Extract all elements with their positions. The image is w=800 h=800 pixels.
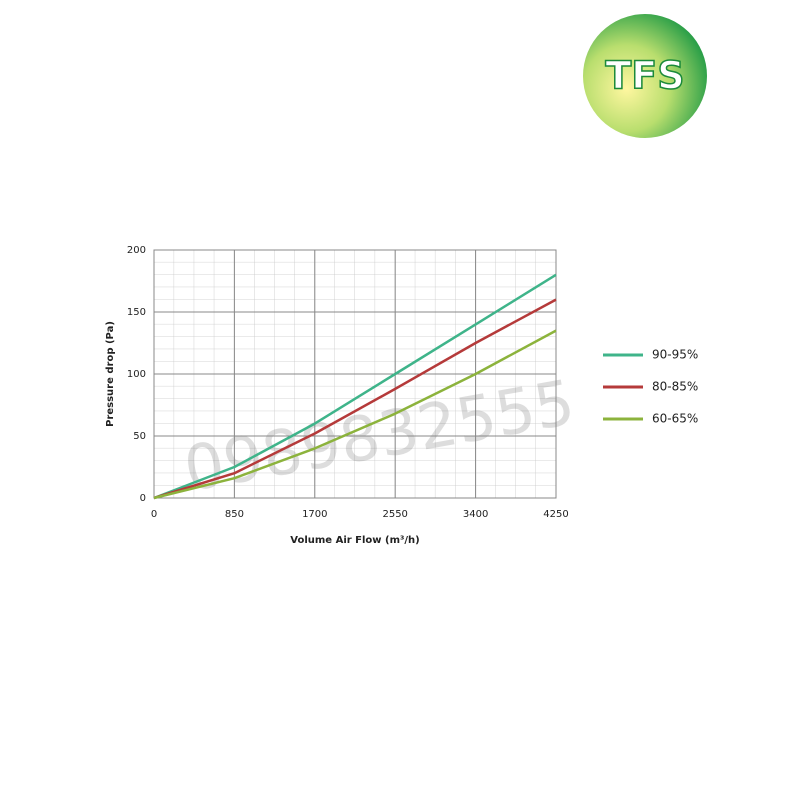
x-tick-label: 2550 — [382, 509, 407, 520]
series-line — [153, 273, 557, 500]
series-line — [153, 298, 557, 500]
x-tick-label: 0 — [151, 509, 157, 520]
x-axis-label: Volume Air Flow (m³/h) — [290, 535, 419, 546]
y-tick-label: 100 — [127, 369, 146, 380]
logo-text: TFS — [605, 54, 684, 98]
y-tick-label: 50 — [133, 431, 146, 442]
logo-badge — [583, 14, 707, 138]
legend-label: 60-65% — [652, 412, 698, 426]
x-tick-label: 1700 — [302, 509, 327, 520]
x-tick-label: 850 — [225, 509, 244, 520]
x-tick-label: 3400 — [463, 509, 488, 520]
y-tick-label: 0 — [140, 493, 146, 504]
y-axis-label: Pressure drop (Pa) — [105, 321, 116, 427]
y-tick-label: 150 — [127, 307, 146, 318]
legend-label: 90-95% — [652, 348, 698, 362]
series-line — [153, 329, 557, 500]
y-tick-label: 200 — [127, 245, 146, 256]
logo: TFS — [583, 14, 707, 138]
x-tick-label: 4250 — [543, 509, 568, 520]
legend-label: 80-85% — [652, 380, 698, 394]
